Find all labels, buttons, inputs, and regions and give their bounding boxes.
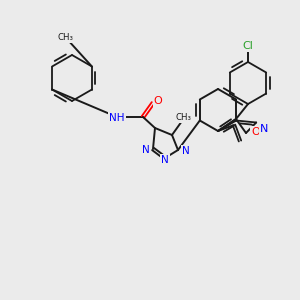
Text: NH: NH [109, 113, 125, 123]
Text: O: O [251, 127, 260, 137]
Text: N: N [142, 145, 150, 155]
Text: CH₃: CH₃ [175, 113, 191, 122]
Text: Cl: Cl [243, 41, 254, 51]
Text: N: N [161, 155, 169, 165]
Text: N: N [182, 146, 190, 156]
Text: N: N [260, 124, 269, 134]
Text: CH₃: CH₃ [57, 34, 73, 43]
Text: O: O [154, 96, 162, 106]
